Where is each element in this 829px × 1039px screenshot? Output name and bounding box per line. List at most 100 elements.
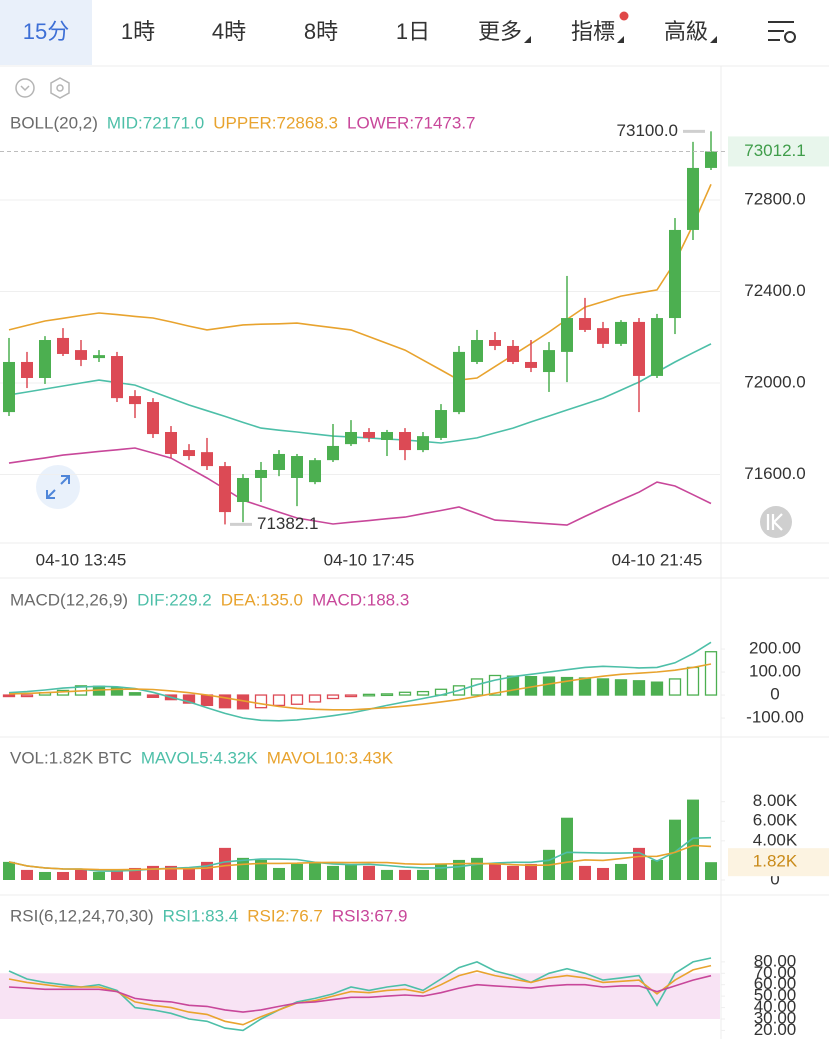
low-label: 71382.1 bbox=[257, 514, 318, 533]
y-tick-label: 72400.0 bbox=[744, 281, 805, 300]
y-tick-label: 100.00 bbox=[749, 662, 801, 681]
volume-bar bbox=[21, 869, 33, 880]
scroll-latest-button[interactable] bbox=[760, 506, 792, 538]
volume-bar bbox=[309, 861, 321, 880]
macd-bar bbox=[650, 681, 664, 696]
macd-bar bbox=[182, 694, 196, 704]
macd-bar bbox=[308, 694, 322, 703]
macd-bar bbox=[290, 694, 304, 705]
y-tick-label: 0 bbox=[770, 869, 779, 888]
indicator-label: MAVOL5:4.32K bbox=[141, 748, 259, 767]
volume-bar bbox=[579, 865, 591, 880]
volume-bar bbox=[615, 863, 627, 880]
volume-bar bbox=[327, 865, 339, 880]
tab[interactable]: 8時 bbox=[304, 19, 338, 44]
y-tick-label: 200.00 bbox=[749, 639, 801, 658]
dropdown-marker bbox=[710, 36, 717, 43]
settings-icon[interactable] bbox=[768, 21, 796, 43]
indicator-line bbox=[8, 836, 712, 872]
y-tick-label: 6.00K bbox=[753, 811, 798, 830]
tab[interactable]: 更多 bbox=[478, 19, 522, 44]
indicator-label: MID:72171.0 bbox=[107, 113, 204, 132]
tab[interactable]: 15分 bbox=[23, 19, 69, 44]
candle-body bbox=[435, 410, 447, 438]
volume-bar bbox=[507, 865, 519, 880]
y-tick-label: 70.00 bbox=[754, 963, 797, 982]
macd-bar bbox=[326, 694, 340, 700]
y-tick-label: 50.00 bbox=[754, 986, 797, 1005]
candle-body bbox=[345, 431, 357, 445]
candle-body bbox=[309, 460, 321, 483]
macd-bar bbox=[416, 690, 430, 696]
tab[interactable]: 高級 bbox=[664, 19, 708, 44]
macd-bar bbox=[560, 676, 574, 696]
macd-bar bbox=[128, 692, 142, 696]
indicator-label: VOL:1.82K BTC bbox=[10, 748, 132, 767]
indicator-line bbox=[8, 183, 712, 381]
indicator-label: RSI3:67.9 bbox=[332, 906, 408, 925]
macd-bar bbox=[2, 694, 16, 698]
volume-bar bbox=[111, 869, 123, 880]
collapse-icon[interactable] bbox=[15, 78, 35, 98]
candle-body bbox=[75, 350, 87, 360]
macd-bar bbox=[686, 666, 700, 696]
y-tick-label: 20.00 bbox=[754, 1020, 797, 1039]
settings-hex-icon[interactable] bbox=[50, 77, 70, 99]
y-tick-label: 40.00 bbox=[754, 997, 797, 1016]
candle-body bbox=[651, 318, 663, 376]
volume-bar bbox=[669, 819, 681, 880]
candle-body bbox=[471, 340, 483, 362]
volume-bar bbox=[597, 867, 609, 880]
macd-bar bbox=[704, 651, 718, 696]
y-tick-label: 71600.0 bbox=[744, 464, 805, 483]
volume-bar bbox=[363, 865, 375, 880]
macd-bar bbox=[362, 693, 376, 697]
tab[interactable]: 4時 bbox=[212, 19, 246, 44]
candle-body bbox=[255, 469, 267, 478]
x-tick-label: 04-10 13:45 bbox=[36, 550, 127, 569]
tab[interactable]: 指標 bbox=[571, 19, 615, 44]
volume-bar bbox=[219, 847, 231, 880]
volume-bar bbox=[525, 863, 537, 880]
candle-body bbox=[57, 337, 69, 354]
candle-body bbox=[327, 445, 339, 461]
indicator-line bbox=[8, 447, 712, 526]
macd-bar bbox=[380, 693, 394, 697]
candle-body bbox=[165, 431, 177, 454]
candle-body bbox=[147, 402, 159, 435]
tab[interactable]: 1日 bbox=[396, 19, 430, 44]
candle-body bbox=[687, 167, 699, 230]
indicator-label: RSI2:76.7 bbox=[247, 906, 323, 925]
dropdown-marker bbox=[524, 36, 531, 43]
candle-body bbox=[417, 436, 429, 451]
indicator-label: RSI(6,12,24,70,30) bbox=[10, 906, 154, 925]
candle-body bbox=[633, 321, 645, 376]
candle-body bbox=[705, 151, 717, 168]
candle-body bbox=[201, 452, 213, 467]
indicator-line bbox=[8, 964, 712, 1026]
y-tick-label: 72000.0 bbox=[744, 373, 805, 392]
candle-body bbox=[543, 350, 555, 373]
volume-bar bbox=[345, 863, 357, 880]
macd-bar bbox=[632, 680, 646, 696]
candle-body bbox=[489, 340, 501, 346]
candle-body bbox=[399, 431, 411, 451]
volume-bar bbox=[381, 869, 393, 880]
volume-bar bbox=[399, 869, 411, 880]
macd-bar bbox=[110, 687, 124, 696]
macd-bar bbox=[578, 677, 592, 696]
x-tick-label: 04-10 17:45 bbox=[324, 550, 415, 569]
volume-bar bbox=[417, 869, 429, 880]
macd-bar bbox=[218, 694, 232, 709]
tab[interactable]: 1時 bbox=[121, 19, 155, 44]
expand-button[interactable] bbox=[36, 465, 80, 509]
notice-dot bbox=[619, 11, 629, 21]
candle-body bbox=[3, 361, 15, 413]
macd-bar bbox=[20, 694, 34, 698]
indicator-line bbox=[8, 844, 712, 871]
indicator-label: DIF:229.2 bbox=[137, 590, 212, 609]
candle-body bbox=[219, 466, 231, 513]
volume-bar bbox=[273, 867, 285, 880]
